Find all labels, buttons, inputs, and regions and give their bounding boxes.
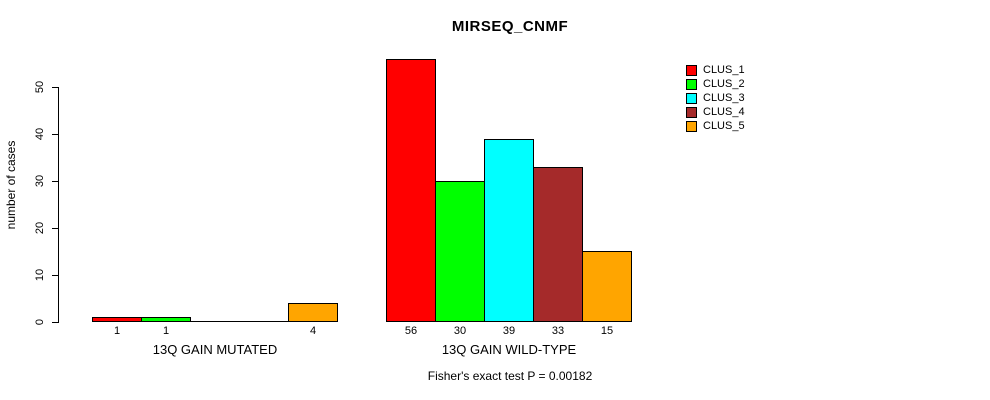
y-tick-label: 0	[34, 318, 46, 326]
bar-value-label: 1	[162, 325, 170, 337]
legend-swatch-clus_4	[686, 106, 697, 118]
legend-swatch-clus_5	[686, 120, 697, 132]
y-tick-label: 40	[34, 127, 46, 141]
legend-label: CLUS_5	[703, 120, 745, 132]
chart-title: MIRSEQ_CNMF	[451, 18, 569, 35]
legend-item-clus_4: CLUS_4	[686, 105, 745, 119]
bar-value-label: 33	[551, 325, 565, 337]
legend-label: CLUS_2	[703, 78, 745, 90]
legend-swatch-clus_2	[686, 78, 697, 90]
bar-clus_1-group2	[386, 59, 436, 322]
bar-clus_3-group2	[484, 139, 534, 322]
annotation-fisher-test: Fisher's exact test P = 0.00182	[427, 369, 593, 383]
bar-value-label: 1	[113, 325, 121, 337]
y-tick	[52, 87, 58, 88]
bar-clus_5-group2	[582, 251, 632, 322]
legend-swatch-clus_3	[686, 92, 697, 104]
bar-value-label: 30	[453, 325, 467, 337]
y-tick	[52, 322, 58, 323]
y-tick	[52, 181, 58, 182]
legend-item-clus_3: CLUS_3	[686, 91, 745, 105]
y-axis	[58, 87, 59, 323]
bar-value-label: 39	[502, 325, 516, 337]
group-label-2: 13Q GAIN WILD-TYPE	[441, 342, 577, 357]
bar-clus_4-group1-zero	[239, 321, 289, 322]
legend-swatch-clus_1	[686, 64, 697, 76]
bar-value-label: 15	[600, 325, 614, 337]
legend-label: CLUS_1	[703, 64, 745, 76]
legend: CLUS_1 CLUS_2 CLUS_3 CLUS_4 CLUS_5	[686, 63, 745, 133]
legend-label: CLUS_3	[703, 92, 745, 104]
legend-item-clus_2: CLUS_2	[686, 77, 745, 91]
y-tick	[52, 275, 58, 276]
legend-item-clus_1: CLUS_1	[686, 63, 745, 77]
bar-value-label: 56	[404, 325, 418, 337]
y-axis-label: number of cases	[4, 140, 18, 230]
bar-clus_4-group2	[533, 167, 583, 322]
bar-clus_2-group2	[435, 181, 485, 322]
legend-item-clus_5: CLUS_5	[686, 119, 745, 133]
group-label-1: 13Q GAIN MUTATED	[152, 342, 278, 357]
bar-clus_5-group1	[288, 303, 338, 322]
y-tick-label: 50	[34, 80, 46, 94]
bar-value-label: 4	[309, 325, 317, 337]
bar-clus_3-group1-zero	[190, 321, 240, 322]
y-tick-label: 30	[34, 174, 46, 188]
y-tick-label: 10	[34, 268, 46, 282]
y-tick	[52, 134, 58, 135]
bar-clus_2-group1	[141, 317, 191, 322]
y-tick	[52, 228, 58, 229]
bar-clus_1-group1	[92, 317, 142, 322]
legend-label: CLUS_4	[703, 106, 745, 118]
y-tick-label: 20	[34, 221, 46, 235]
